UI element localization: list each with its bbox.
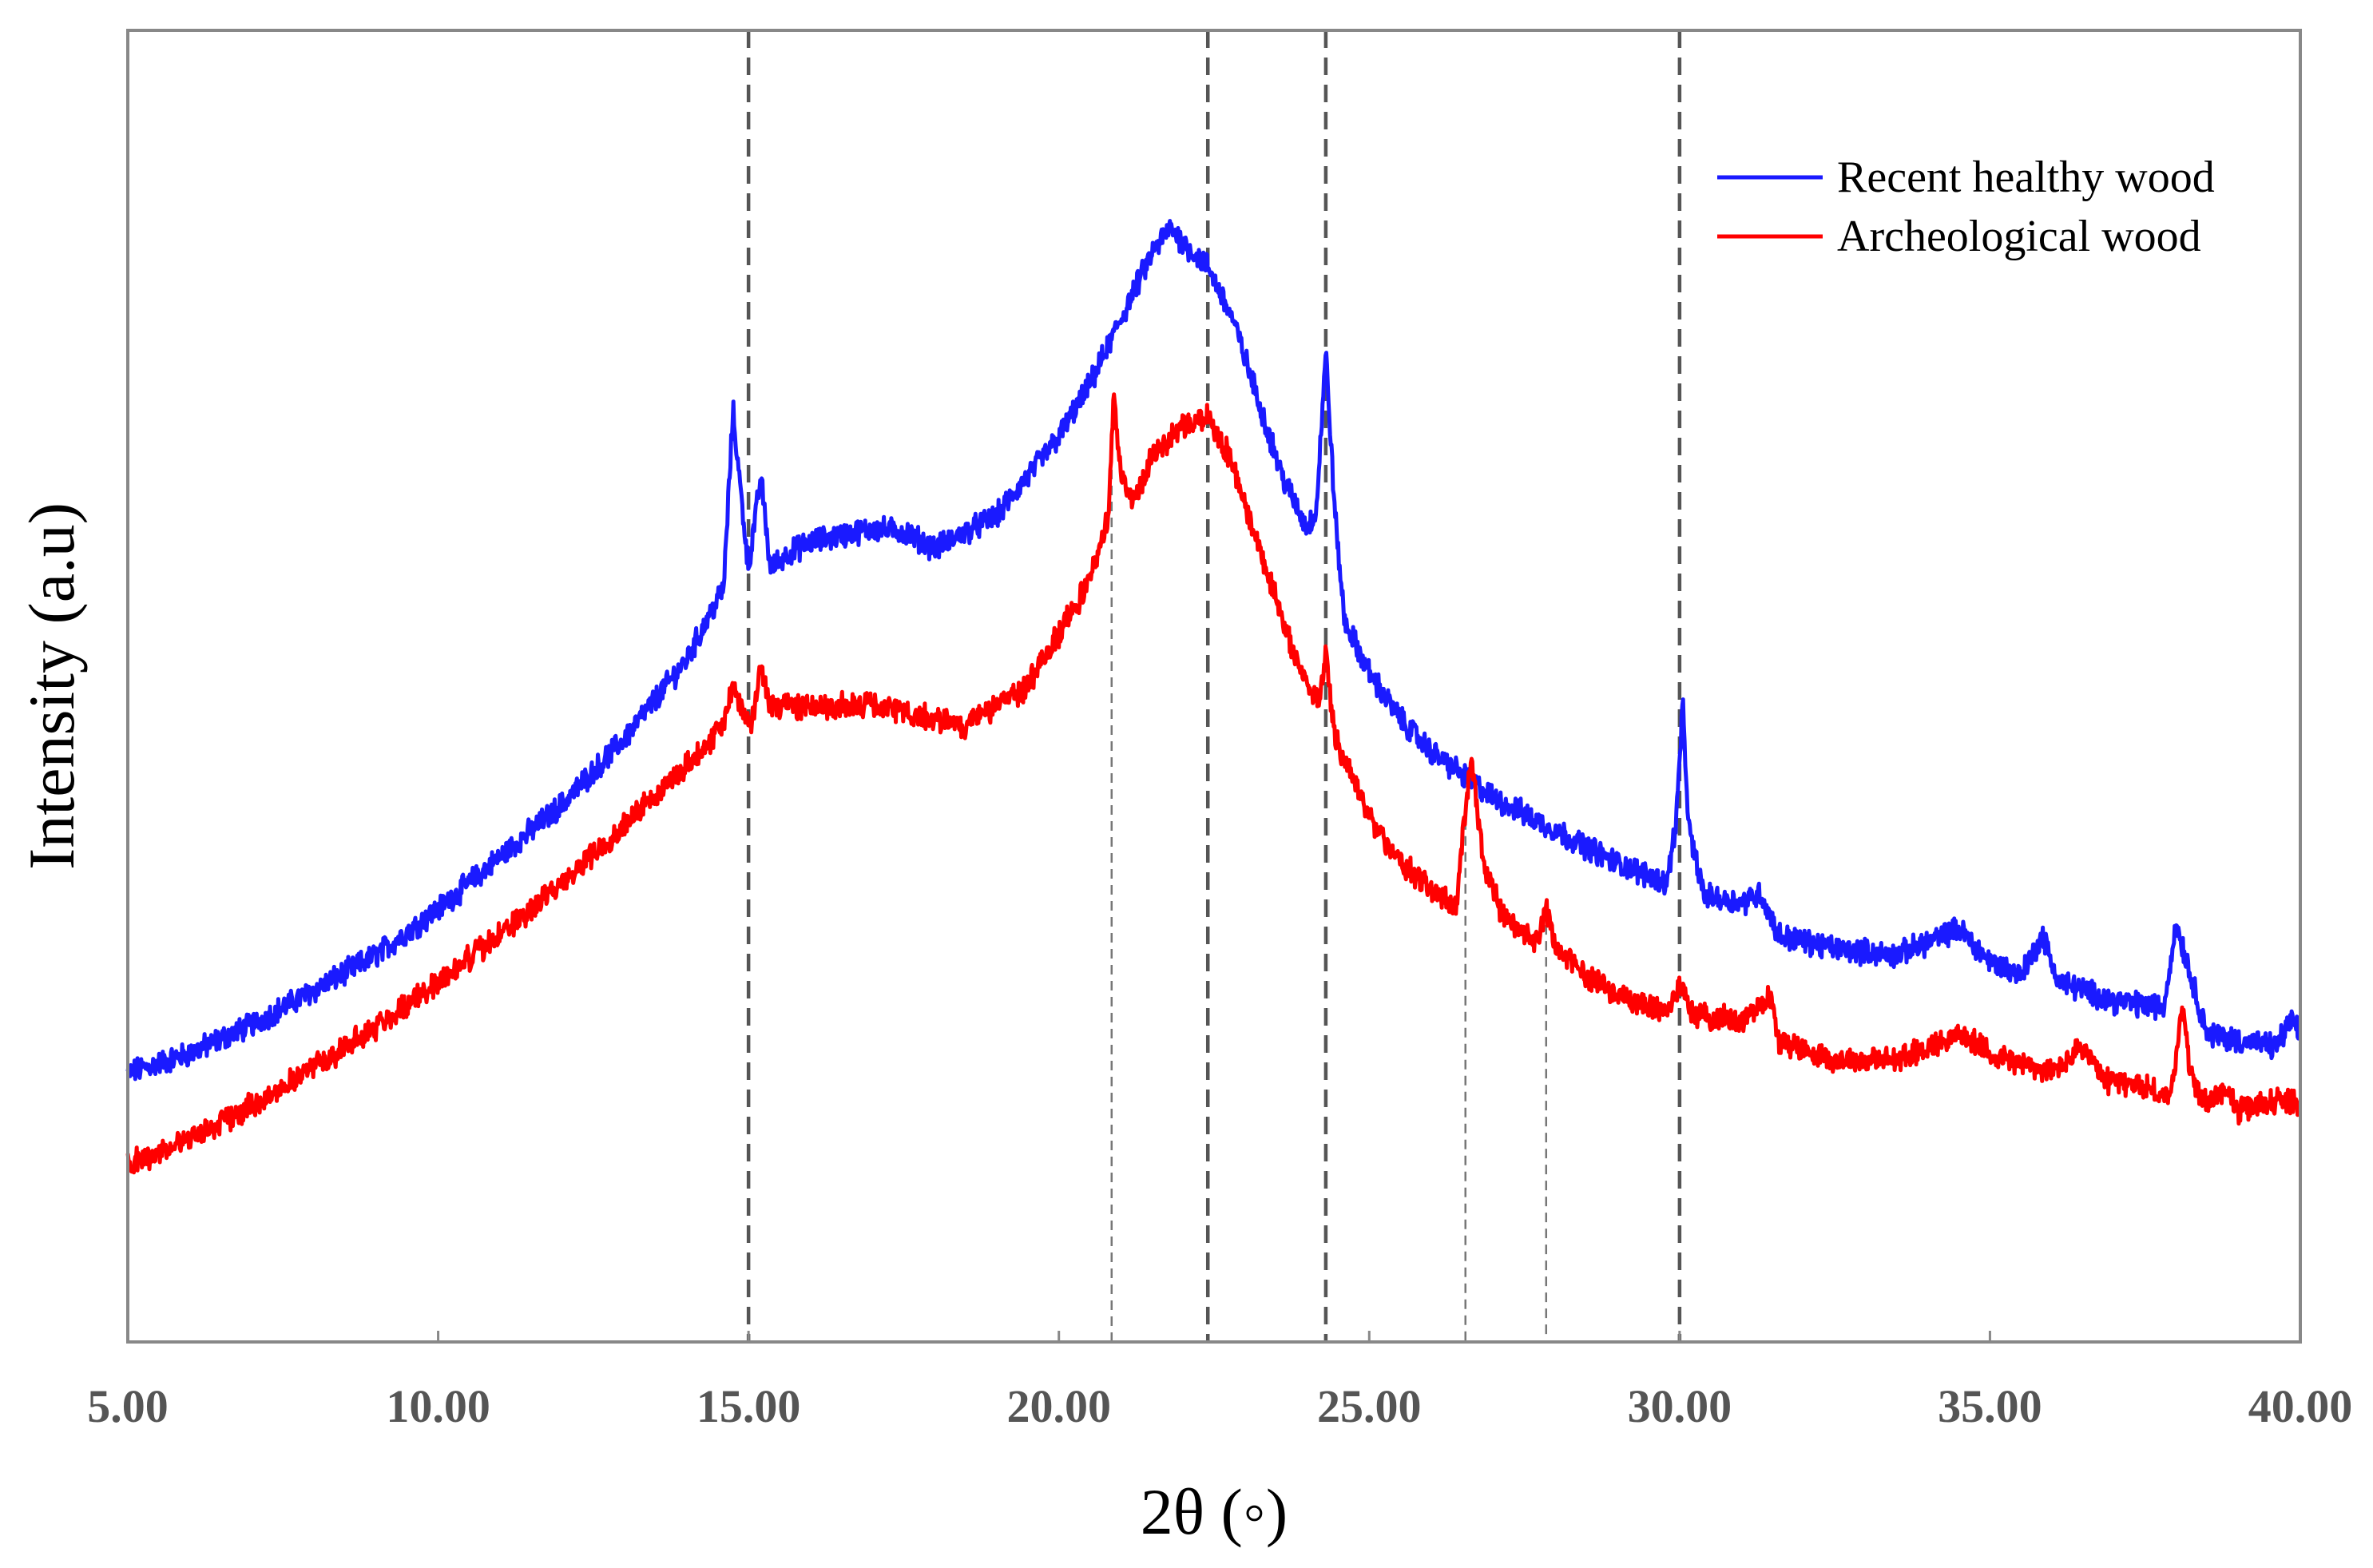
x-tick-label-2: 15.00 (696, 1380, 801, 1432)
x-tick-label-4: 25.00 (1317, 1380, 1422, 1432)
legend-label-0: Recent healthy wood (1837, 153, 2215, 202)
series-line-1 (125, 392, 2302, 1175)
x-tick-label-6: 35.00 (1938, 1380, 2042, 1432)
x-tick-label-5: 30.00 (1628, 1380, 1732, 1432)
y-axis-title: Intensity (a.u) (15, 502, 88, 870)
x-tick-label-1: 10.00 (386, 1380, 490, 1432)
legend-label-1: Archeological wood (1837, 212, 2201, 261)
x-axis-ticks: 5.00 10.00 15.00 20.00 25.00 30.00 35.00 40.00 (87, 1331, 2352, 1432)
x-tick-label-3: 20.00 (1006, 1380, 1111, 1432)
series-line-0 (125, 219, 2302, 1082)
legend: Recent healthy wood Archeological wood (1717, 153, 2215, 261)
x-tick-label-0: 5.00 (87, 1380, 169, 1432)
plot-frame (126, 29, 2302, 1344)
series-layer (125, 219, 2302, 1175)
reference-lines (746, 30, 1682, 1342)
x-tick-label-7: 40.00 (2248, 1380, 2353, 1432)
x-axis-title: 2θ (◦) (1141, 1475, 1288, 1548)
